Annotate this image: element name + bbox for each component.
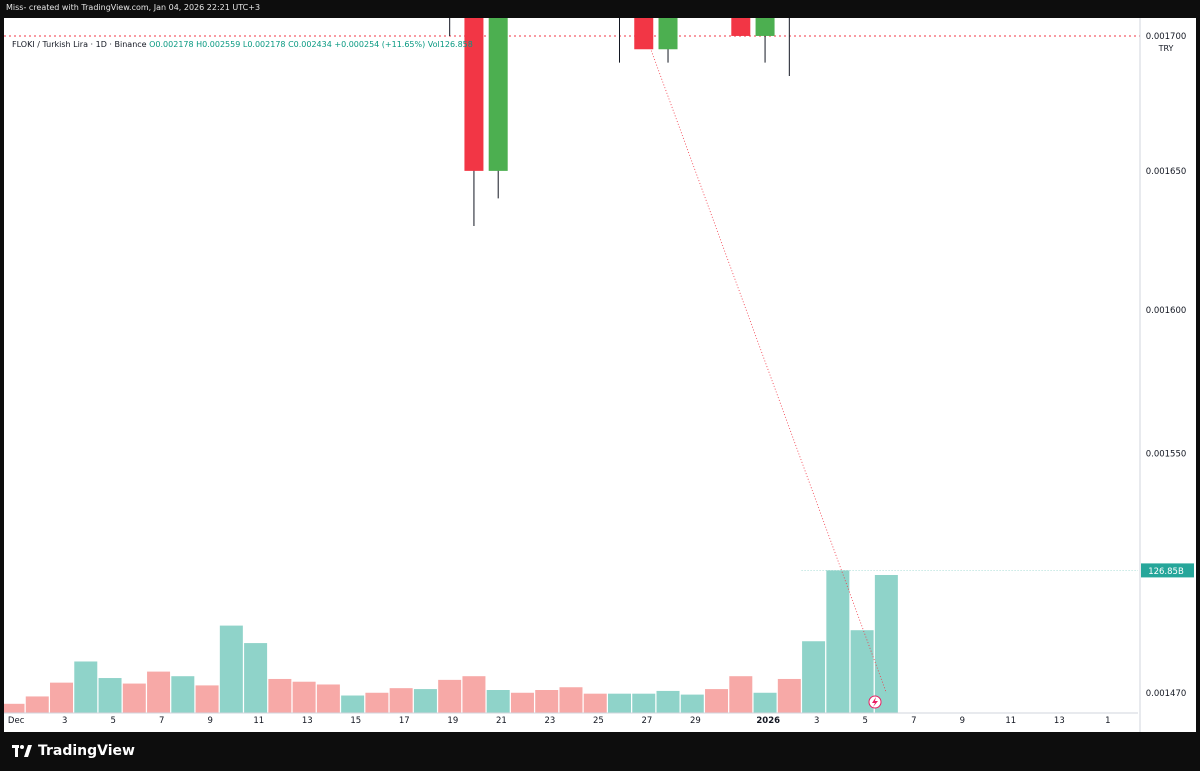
- x-tick-label: 13: [302, 716, 313, 726]
- legend-close: C0.002434: [288, 40, 332, 49]
- volume-bar: [171, 676, 195, 713]
- x-tick-label: 2026: [756, 716, 780, 726]
- volume-bar: [608, 693, 631, 713]
- candle-body: [755, 18, 775, 36]
- brand-text: TradingView: [38, 743, 135, 759]
- volume-bar: [874, 575, 898, 713]
- x-tick-label: 3: [814, 716, 819, 726]
- x-tick-label: 11: [1005, 716, 1016, 726]
- x-tick-label: 21: [496, 716, 507, 726]
- volume-bar: [4, 703, 25, 713]
- candle-body: [464, 18, 484, 171]
- volume-bar: [510, 692, 534, 713]
- volume-bar: [74, 661, 98, 713]
- volume-bar: [705, 689, 729, 713]
- volume-bar: [341, 695, 365, 713]
- time-axis: [4, 713, 1138, 732]
- y-tick-label: 0.001470: [1146, 689, 1187, 699]
- x-tick-label: 23: [544, 716, 555, 726]
- currency-label[interactable]: TRY: [1158, 43, 1174, 53]
- legend-low: L0.002178: [242, 40, 286, 49]
- x-tick-label: 27: [641, 716, 652, 726]
- x-tick-label: 19: [447, 716, 458, 726]
- legend-high: H0.002559: [196, 40, 241, 49]
- legend-change: +0.000254 (+11.65%): [334, 40, 426, 49]
- x-tick-label: 25: [593, 716, 604, 726]
- window-title: Miss- created with TradingView.com, Jan …: [6, 3, 261, 12]
- volume-bar: [98, 678, 122, 713]
- volume-bar: [777, 678, 801, 713]
- volume-bar: [826, 570, 850, 713]
- volume-bar: [438, 679, 462, 713]
- candle-body: [634, 18, 654, 50]
- volume-bar: [50, 682, 74, 713]
- candle-body: [731, 18, 751, 36]
- volume-bar: [389, 688, 413, 713]
- price-axis: [1140, 18, 1196, 732]
- volume-bar: [559, 687, 583, 713]
- lightning-icon: [872, 697, 878, 707]
- volume-bar: [850, 630, 874, 713]
- volume-bar: [753, 692, 777, 713]
- volume-bar: [632, 693, 656, 713]
- volume-bar: [244, 643, 268, 713]
- legend-symbol: FLOKI / Turkish Lira · 1D · Binance: [12, 40, 147, 49]
- x-tick-label: 9: [208, 716, 213, 726]
- tradingview-logo-icon: [12, 745, 32, 757]
- y-tick-label: 0.001550: [1146, 449, 1187, 459]
- volume-bar: [802, 641, 826, 713]
- volume-bar: [316, 684, 340, 713]
- y-tick-label: 0.001600: [1146, 306, 1187, 316]
- volume-bar: [25, 696, 49, 713]
- volume-bar: [729, 676, 753, 713]
- x-tick-label: 9: [960, 716, 965, 726]
- chart-legend: FLOKI / Turkish Lira · 1D · Binance O0.0…: [12, 40, 473, 49]
- volume-bar: [195, 685, 219, 713]
- volume-bar: [365, 692, 389, 713]
- volume-bar: [147, 671, 171, 713]
- x-tick-label: 17: [399, 716, 410, 726]
- volume-bar: [122, 683, 146, 713]
- volume-bar: [583, 693, 607, 713]
- volume-bar: [219, 625, 243, 713]
- volume-bar: [535, 690, 559, 713]
- y-tick-label: 0.001700: [1146, 32, 1187, 42]
- candle-body: [488, 18, 508, 171]
- volume-bar: [292, 681, 316, 713]
- volume-bar: [462, 676, 486, 713]
- volume-bar: [486, 690, 510, 713]
- x-tick-label: 3: [62, 716, 67, 726]
- volume-tag-text: 126.85B: [1148, 567, 1184, 577]
- plot-area: [4, 18, 1138, 713]
- x-tick-label: 29: [690, 716, 701, 726]
- x-tick-label: 7: [911, 716, 916, 726]
- legend-volume: Vol126.858: [427, 40, 473, 49]
- volume-bar: [413, 689, 437, 713]
- y-tick-label: 0.001650: [1146, 167, 1187, 177]
- volume-bar: [680, 694, 704, 713]
- x-tick-label: 7: [159, 716, 164, 726]
- price-chart[interactable]: 48.69%0.0029000.0028000.0027000.0026000.…: [4, 18, 1196, 732]
- x-tick-label: Dec: [8, 716, 25, 726]
- chart-frame[interactable]: 48.69%0.0029000.0028000.0027000.0026000.…: [4, 18, 1196, 732]
- x-tick-label: 13: [1054, 716, 1065, 726]
- volume-tag: [1141, 563, 1194, 578]
- legend-open: O0.002178: [149, 40, 194, 49]
- candle-body: [658, 18, 678, 50]
- x-tick-label: 1: [1105, 716, 1110, 726]
- x-tick-label: 5: [110, 716, 115, 726]
- x-tick-label: 5: [863, 716, 868, 726]
- volume-bar: [656, 690, 680, 713]
- volume-bar: [268, 678, 292, 713]
- x-tick-label: 11: [253, 716, 264, 726]
- x-tick-label: 15: [350, 716, 361, 726]
- tradingview-logo: TradingView: [12, 743, 135, 759]
